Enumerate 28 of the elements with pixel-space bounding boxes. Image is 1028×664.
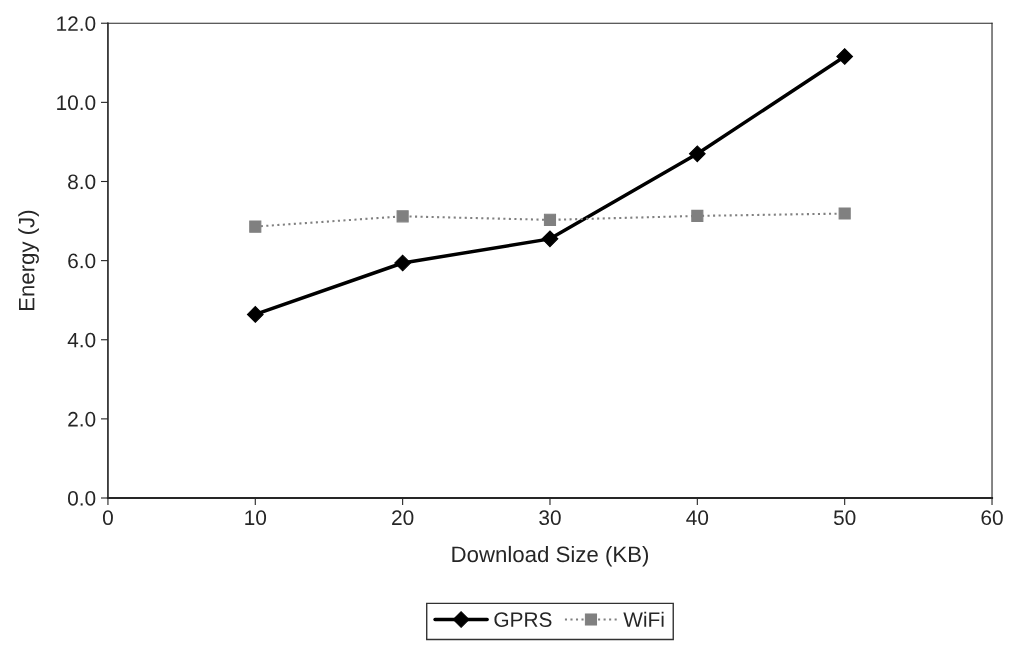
legend-label: WiFi — [623, 611, 664, 627]
legend-label: GPRS — [494, 612, 552, 627]
x-axis-title: Download Size (KB) — [452, 545, 649, 567]
point — [838, 207, 851, 220]
point — [688, 145, 706, 163]
x-tick-label: 10 — [245, 510, 267, 526]
x-tick-label: 30 — [539, 510, 561, 526]
point — [396, 210, 409, 223]
y-tick-label: 6.0 — [68, 253, 96, 269]
point — [394, 254, 412, 272]
point — [836, 48, 854, 65]
y-tick-label: 2.0 — [68, 411, 96, 427]
y-axis-title: Energy (J) — [18, 210, 39, 311]
x-tick-label: 40 — [686, 510, 709, 526]
point — [543, 213, 557, 226]
point — [691, 209, 704, 222]
x-tick-label: 20 — [392, 510, 414, 526]
point — [541, 230, 559, 248]
x-tick-label: 0 — [102, 510, 113, 526]
y-tick-label: 4.0 — [67, 332, 96, 348]
y-tick-label: 8.0 — [68, 174, 96, 190]
y-tick-label: 0.0 — [67, 491, 96, 506]
point — [246, 306, 264, 323]
y-tick-label: 10.0 — [57, 95, 96, 111]
x-tick-label: 60 — [981, 510, 1003, 526]
x-tick-label: 50 — [833, 510, 856, 526]
point — [249, 220, 262, 233]
y-tick-label: 12.0 — [57, 16, 96, 31]
